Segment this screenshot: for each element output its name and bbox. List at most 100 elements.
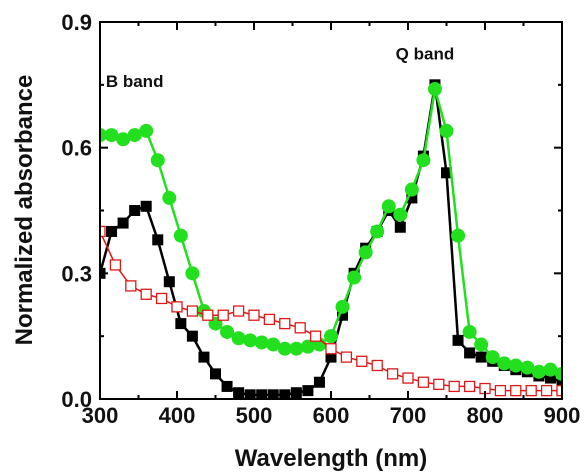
data-point (556, 384, 562, 397)
data-point (402, 372, 414, 384)
data-point (173, 228, 188, 243)
data-point (544, 372, 556, 384)
data-point (104, 128, 119, 143)
x-tick-label: 400 (159, 403, 196, 428)
data-point (140, 200, 152, 212)
x-axis-title: Wavelength (nm) (235, 445, 427, 472)
data-point (186, 305, 199, 317)
data-point (464, 347, 476, 359)
x-tick-label: 900 (544, 403, 581, 428)
data-point (335, 299, 350, 314)
x-tick-label: 600 (313, 403, 350, 428)
data-point (404, 182, 419, 197)
data-point (313, 376, 325, 388)
data-point (155, 292, 168, 305)
data-point (152, 234, 164, 246)
data-point (202, 309, 214, 321)
data-point (231, 331, 246, 346)
data-point (475, 351, 487, 363)
data-point (279, 389, 291, 399)
data-point (543, 362, 558, 377)
data-point (485, 350, 500, 365)
y-tick-label: 0.3 (61, 261, 92, 286)
data-point (462, 324, 477, 339)
x-tick-label: 300 (82, 403, 119, 428)
data-point (463, 380, 476, 393)
data-point (406, 192, 418, 204)
data-point (309, 330, 322, 342)
data-point (186, 330, 198, 342)
data-point (150, 153, 165, 168)
data-point (217, 309, 229, 321)
series-layer (100, 79, 562, 399)
data-point (439, 123, 454, 138)
data-point (448, 380, 460, 393)
data-point (324, 329, 338, 344)
data-point (386, 368, 399, 380)
data-point (140, 288, 152, 300)
data-point (267, 389, 279, 399)
data-point (106, 225, 118, 237)
data-point (100, 225, 106, 238)
x-axis: 300 400 500 600 700 800 900 (82, 22, 581, 428)
data-point (233, 387, 245, 399)
data-point (243, 333, 258, 348)
data-point (163, 276, 175, 288)
data-point (294, 322, 306, 334)
data-point (325, 343, 337, 355)
x-tick-label: 800 (467, 403, 504, 428)
data-point (210, 368, 221, 380)
data-point (277, 341, 292, 356)
data-point (497, 356, 512, 371)
data-point (117, 217, 129, 229)
data-point (508, 358, 523, 373)
data-point (427, 82, 442, 97)
data-point (198, 351, 210, 363)
y-tick-label: 0.6 (61, 136, 92, 161)
data-point (109, 259, 122, 271)
data-point (358, 245, 373, 260)
data-point (520, 360, 535, 375)
data-point (347, 270, 362, 285)
data-point (302, 385, 314, 397)
data-point (494, 384, 507, 397)
data-point (433, 378, 445, 390)
data-point (254, 335, 269, 350)
data-point (221, 380, 233, 392)
data-point (139, 123, 154, 138)
data-point (474, 337, 489, 352)
data-point (555, 366, 562, 381)
data-point (540, 384, 553, 397)
data-point (248, 309, 260, 321)
data-point (290, 387, 302, 399)
y-tick-label: 0.9 (61, 10, 92, 35)
y-axis-title: Normalized absorbance (11, 75, 38, 346)
data-point (452, 334, 464, 346)
data-point (393, 207, 408, 222)
data-point (441, 167, 452, 179)
data-point (220, 324, 235, 339)
x-tick-label: 500 (236, 403, 273, 428)
band-annotation: B band (106, 72, 164, 91)
data-point (370, 224, 385, 239)
data-point (116, 132, 131, 147)
data-point (337, 309, 349, 321)
data-point (256, 389, 268, 399)
data-point (417, 376, 430, 388)
data-point (244, 389, 256, 399)
data-point (300, 339, 315, 354)
data-point (125, 280, 137, 292)
band-annotation: Q band (396, 45, 455, 64)
series-filled-circle (100, 82, 562, 381)
y-axis: 0.0 0.3 0.6 0.9 (61, 10, 562, 412)
data-point (325, 351, 337, 363)
series-open-square (100, 225, 562, 397)
data-point (129, 205, 141, 216)
data-point (416, 153, 431, 168)
data-point (175, 318, 187, 330)
data-point (185, 266, 200, 281)
data-point (127, 128, 142, 143)
data-point (100, 128, 107, 143)
data-point (556, 376, 562, 388)
data-point (289, 341, 304, 356)
